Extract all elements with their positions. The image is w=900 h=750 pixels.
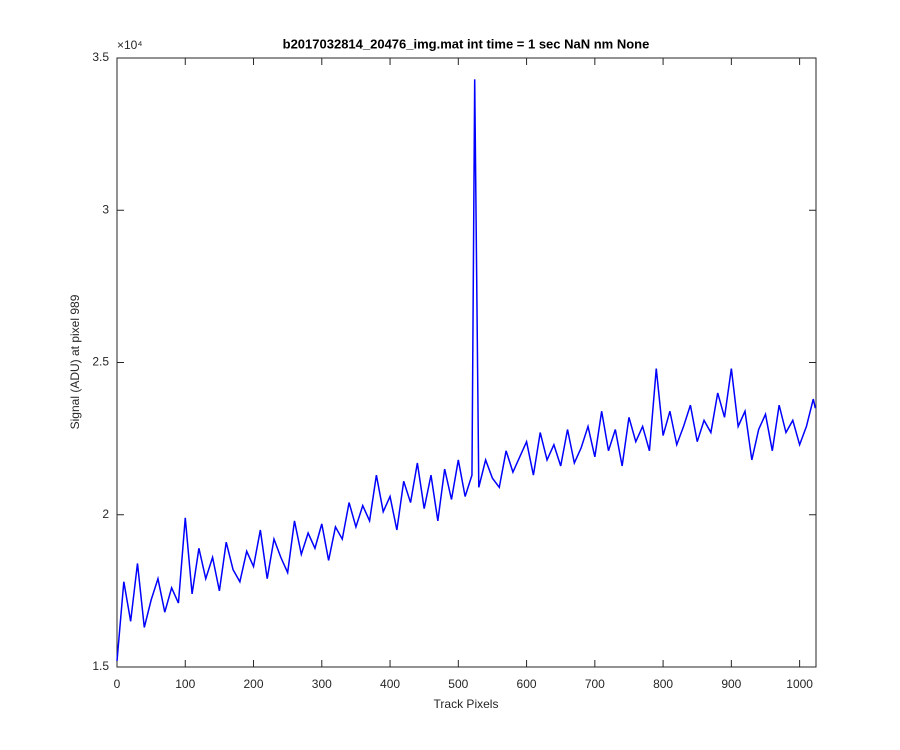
y-axis-label: Signal (ADU) at pixel 989 xyxy=(68,294,82,429)
x-tick-label: 1000 xyxy=(786,677,813,691)
y-tick-label: 3 xyxy=(102,202,109,216)
y-tick-label: 1.5 xyxy=(92,659,109,673)
y-tick-label: 3.5 xyxy=(92,50,109,64)
x-tick-label: 600 xyxy=(517,677,537,691)
x-axis-label: Track Pixels xyxy=(434,697,499,711)
x-tick-label: 500 xyxy=(448,677,468,691)
chart-title: b2017032814_20476_img.mat int time = 1 s… xyxy=(283,36,650,51)
data-line xyxy=(116,79,817,661)
x-tick-label: 900 xyxy=(721,677,741,691)
x-tick-label: 700 xyxy=(585,677,605,691)
x-tick-label: 200 xyxy=(244,677,264,691)
x-tick-label: 0 xyxy=(114,677,121,691)
y-tick-label: 2 xyxy=(102,507,109,521)
y-tick-label: 2.5 xyxy=(92,355,109,369)
x-tick-label: 100 xyxy=(175,677,195,691)
y-exponent-label: ×10⁴ xyxy=(117,38,143,52)
x-tick-label: 300 xyxy=(312,677,332,691)
x-tick-label: 400 xyxy=(380,677,400,691)
x-tick-label: 800 xyxy=(653,677,673,691)
plot-area xyxy=(116,57,817,668)
